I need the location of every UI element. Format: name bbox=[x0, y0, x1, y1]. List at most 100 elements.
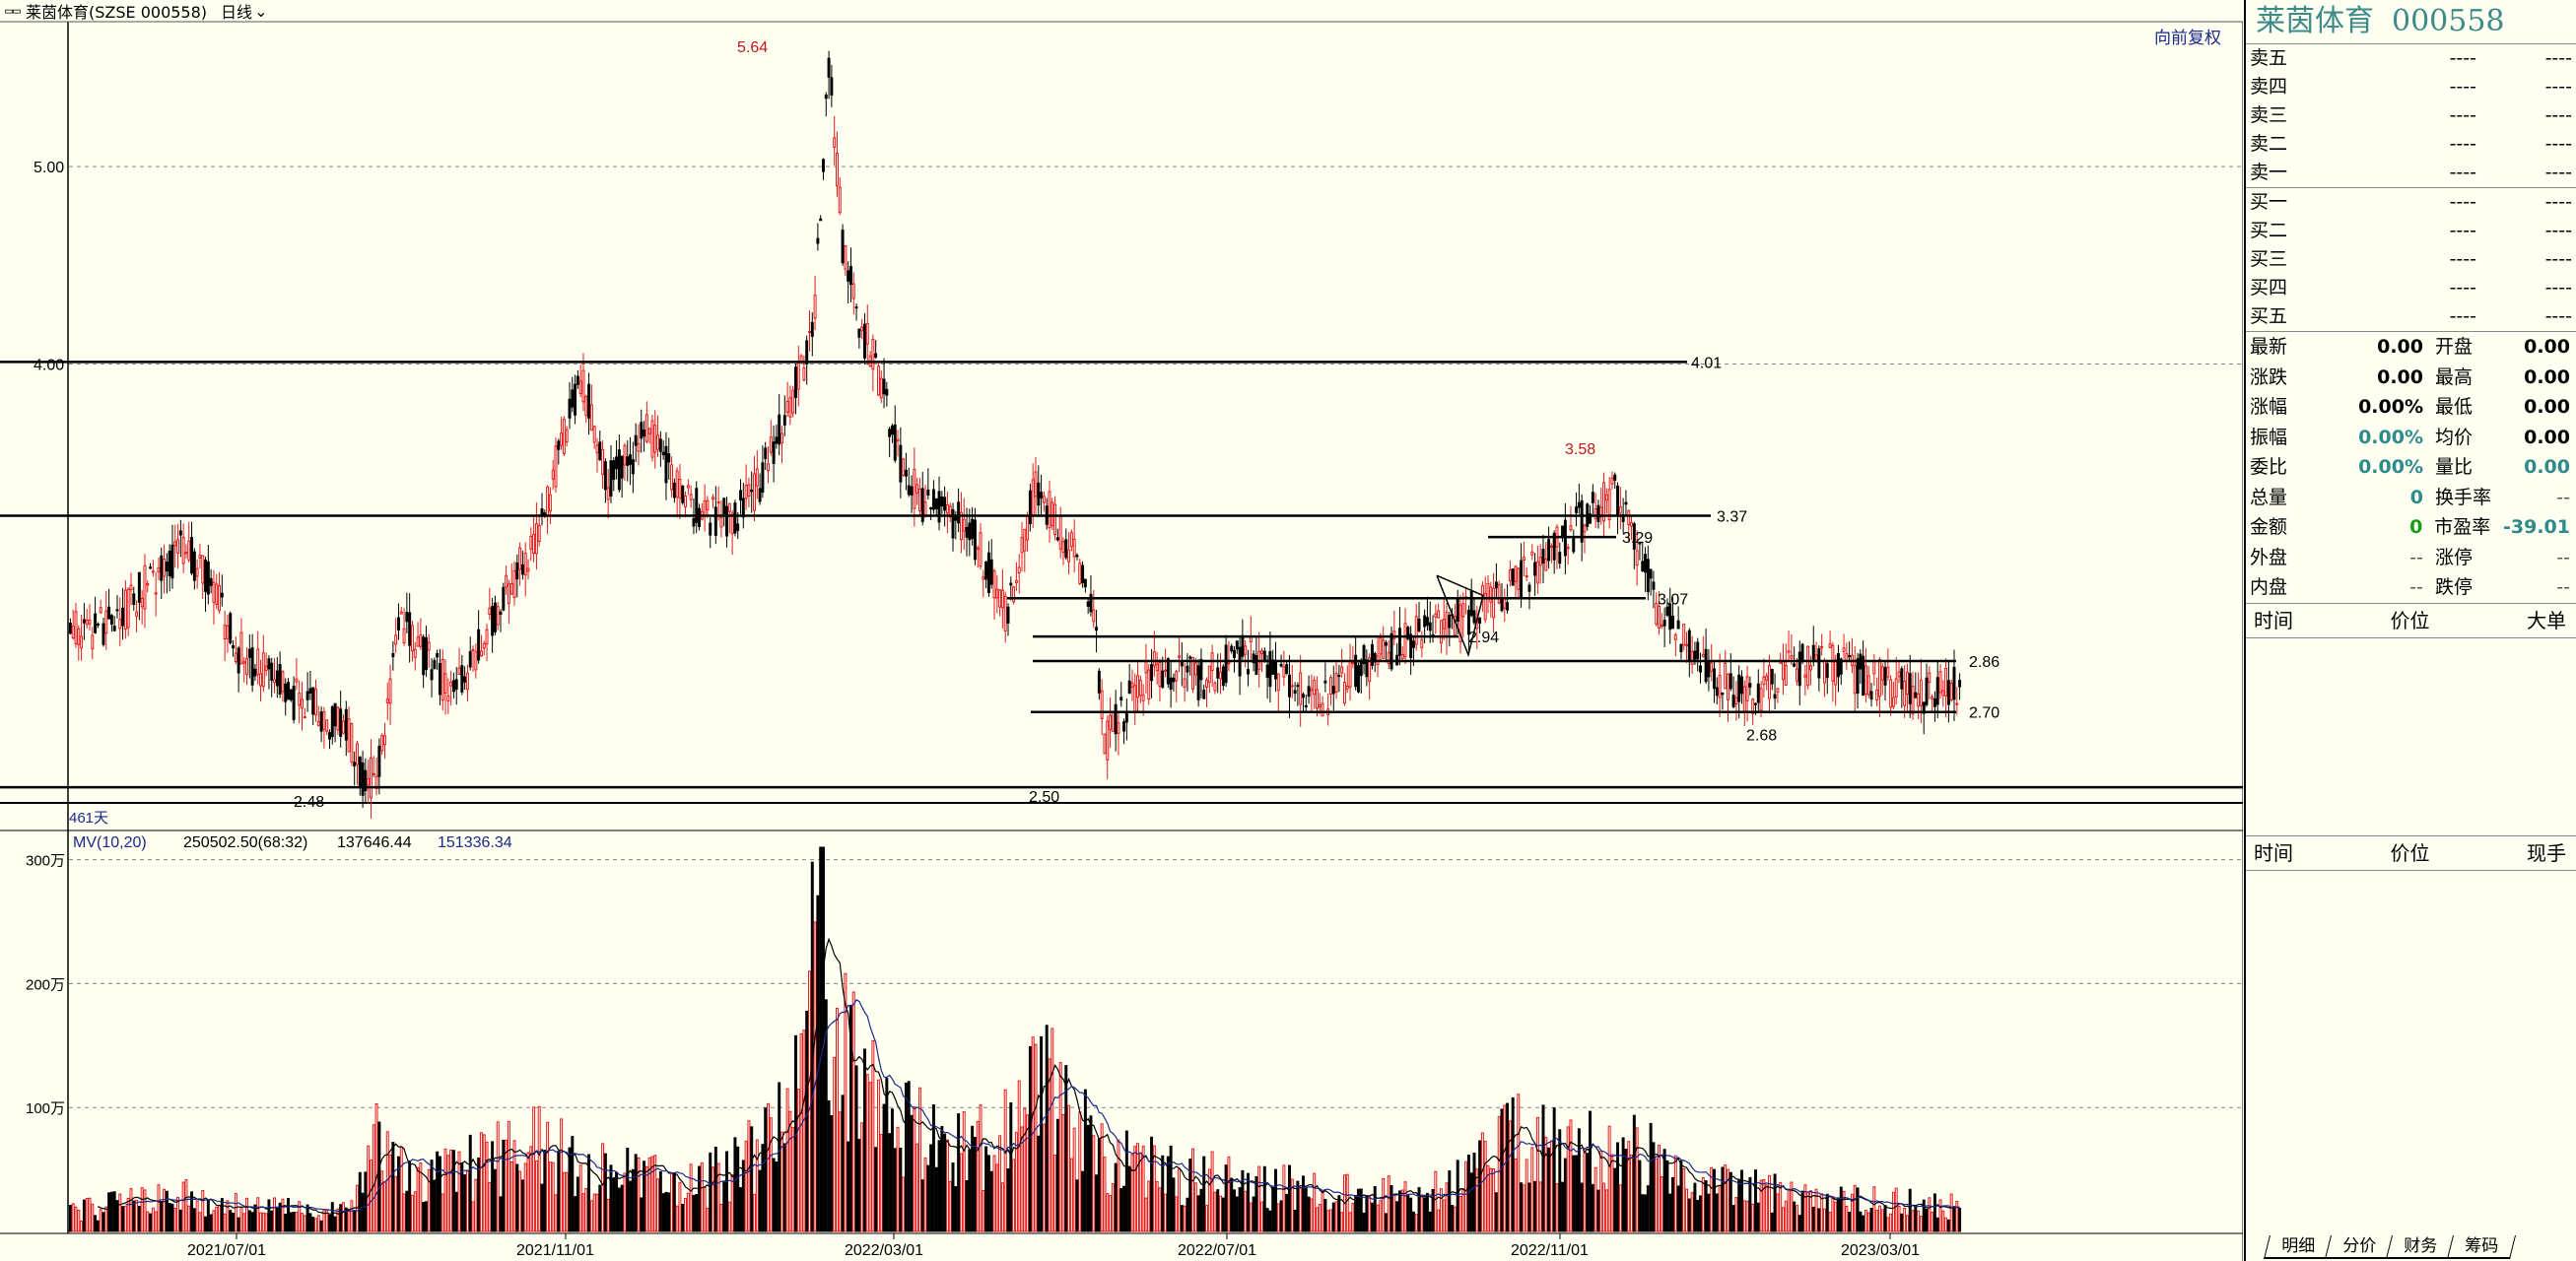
stock-code: 000558 bbox=[2392, 4, 2505, 38]
volume-bar bbox=[261, 1212, 265, 1232]
volume-bar bbox=[350, 1200, 354, 1232]
volume-bar bbox=[1955, 1200, 1959, 1232]
volume-bar bbox=[1069, 1158, 1073, 1232]
volume-bar bbox=[1525, 1159, 1528, 1232]
volume-bar bbox=[1822, 1208, 1826, 1232]
candle-body bbox=[937, 491, 941, 523]
volume-bar bbox=[129, 1188, 133, 1232]
candle-body bbox=[1931, 696, 1934, 699]
volume-bar bbox=[160, 1202, 164, 1232]
volume-bar bbox=[713, 1147, 717, 1232]
volume-bar bbox=[419, 1161, 423, 1232]
candle-body bbox=[518, 547, 522, 570]
stock-title[interactable]: 莱茵体育(SZSE 000558) bbox=[26, 3, 208, 22]
candle-body bbox=[118, 619, 122, 630]
volume-bar bbox=[1058, 1062, 1062, 1232]
orderbook-row[interactable]: 卖四 ---- ---- bbox=[2246, 73, 2576, 101]
candle-body bbox=[1000, 589, 1004, 609]
volume-bar bbox=[149, 1213, 153, 1232]
candle-body bbox=[1679, 643, 1683, 653]
candle-body bbox=[1853, 665, 1857, 695]
big-trades-list[interactable] bbox=[2246, 638, 2576, 836]
orderbook-row[interactable]: 买一 ---- ---- bbox=[2246, 188, 2576, 217]
candle-body bbox=[319, 711, 323, 732]
orderbook-row[interactable]: 卖五 ---- ---- bbox=[2246, 44, 2576, 73]
candle-body bbox=[163, 559, 167, 577]
candle-body bbox=[1279, 663, 1283, 667]
volume-bar bbox=[1646, 1185, 1650, 1232]
volume-bar bbox=[1216, 1189, 1220, 1232]
candle-body bbox=[1580, 499, 1584, 543]
chart-menu-icon[interactable]: ▭▭ bbox=[5, 3, 21, 19]
candle-body bbox=[1469, 590, 1473, 617]
volume-bar bbox=[278, 1202, 282, 1232]
orderbook-row[interactable]: 卖二 ---- ---- bbox=[2246, 130, 2576, 159]
volume-bar bbox=[104, 1206, 108, 1232]
candle-body bbox=[1506, 602, 1510, 611]
orderbook-row[interactable]: 买二 ---- ---- bbox=[2246, 217, 2576, 245]
volume-bar bbox=[410, 1194, 414, 1232]
candle-body bbox=[1905, 671, 1909, 696]
candle-body bbox=[1787, 650, 1791, 653]
volume-bar bbox=[267, 1199, 271, 1232]
volume-bar bbox=[772, 1158, 776, 1232]
volume-bar bbox=[151, 1207, 155, 1232]
orderbook-row[interactable]: 买三 ---- ---- bbox=[2246, 245, 2576, 274]
volume-bar bbox=[686, 1192, 690, 1232]
stat-value: -- bbox=[2409, 546, 2423, 568]
volume-bar bbox=[1877, 1205, 1881, 1232]
volume-bar bbox=[653, 1155, 657, 1232]
volume-bar bbox=[491, 1141, 495, 1232]
candle-body bbox=[1797, 651, 1801, 687]
orderbook-row[interactable]: 卖一 ---- ---- bbox=[2246, 159, 2576, 187]
volume-bar bbox=[1337, 1195, 1341, 1232]
candle-body bbox=[785, 401, 789, 413]
volume-bar bbox=[1652, 1142, 1656, 1232]
volume-bar bbox=[1616, 1142, 1620, 1232]
volume-bar bbox=[546, 1121, 550, 1232]
volume-bar bbox=[1632, 1114, 1636, 1232]
candle-body bbox=[1114, 703, 1118, 735]
candle-body bbox=[896, 438, 900, 442]
tab-3[interactable]: 筹码 bbox=[2447, 1235, 2516, 1259]
candle-body bbox=[986, 552, 990, 593]
volume-bar bbox=[1175, 1196, 1179, 1232]
volume-bar bbox=[1331, 1202, 1335, 1232]
candle-body bbox=[170, 544, 174, 579]
volume-bar bbox=[706, 1207, 710, 1232]
candle-body bbox=[587, 383, 591, 419]
volume-bar bbox=[218, 1204, 222, 1232]
orderbook-row[interactable]: 买五 ---- ---- bbox=[2246, 302, 2576, 331]
volume-bar bbox=[1808, 1190, 1812, 1232]
orderbook-row[interactable]: 卖三 ---- ---- bbox=[2246, 101, 2576, 130]
volume-bar bbox=[1053, 1155, 1057, 1232]
candle-body bbox=[1952, 666, 1956, 700]
kline-chart[interactable]: 5.00 4.00 300万 200万 100万 2021/07/01 2021/11/01… bbox=[0, 0, 2243, 1261]
orderbook-row[interactable]: 买四 ---- ---- bbox=[2246, 274, 2576, 302]
tab-2[interactable]: 财务 bbox=[2386, 1235, 2455, 1259]
volume-bar bbox=[1742, 1200, 1746, 1232]
volume-bar bbox=[1296, 1180, 1300, 1232]
restore-mode-button[interactable]: 向前复权 bbox=[2154, 29, 2221, 48]
volume-bar bbox=[1271, 1186, 1275, 1232]
candle-body bbox=[1946, 680, 1950, 705]
period-selector[interactable]: 日线 ⌄ bbox=[221, 0, 267, 23]
candle-body bbox=[1048, 491, 1051, 529]
tab-1[interactable]: 分价 bbox=[2325, 1235, 2394, 1259]
candle-body bbox=[888, 429, 892, 437]
tab-0[interactable]: 明细 bbox=[2264, 1235, 2333, 1259]
candle-body bbox=[1596, 504, 1600, 522]
candle-body bbox=[1147, 669, 1151, 699]
volume-bar bbox=[623, 1172, 627, 1232]
candle-body bbox=[380, 735, 384, 752]
volume-bar bbox=[876, 1079, 880, 1232]
volume-bar bbox=[273, 1197, 276, 1232]
volume-bar bbox=[1806, 1191, 1810, 1232]
level-price: ---- bbox=[2449, 76, 2476, 98]
volume-bar bbox=[1055, 1118, 1059, 1232]
volume-bar bbox=[1304, 1188, 1308, 1232]
volume-bar bbox=[1127, 1166, 1131, 1232]
volume-bar bbox=[841, 1095, 845, 1232]
volume-bar bbox=[986, 1155, 990, 1232]
candle-body bbox=[1547, 539, 1551, 562]
